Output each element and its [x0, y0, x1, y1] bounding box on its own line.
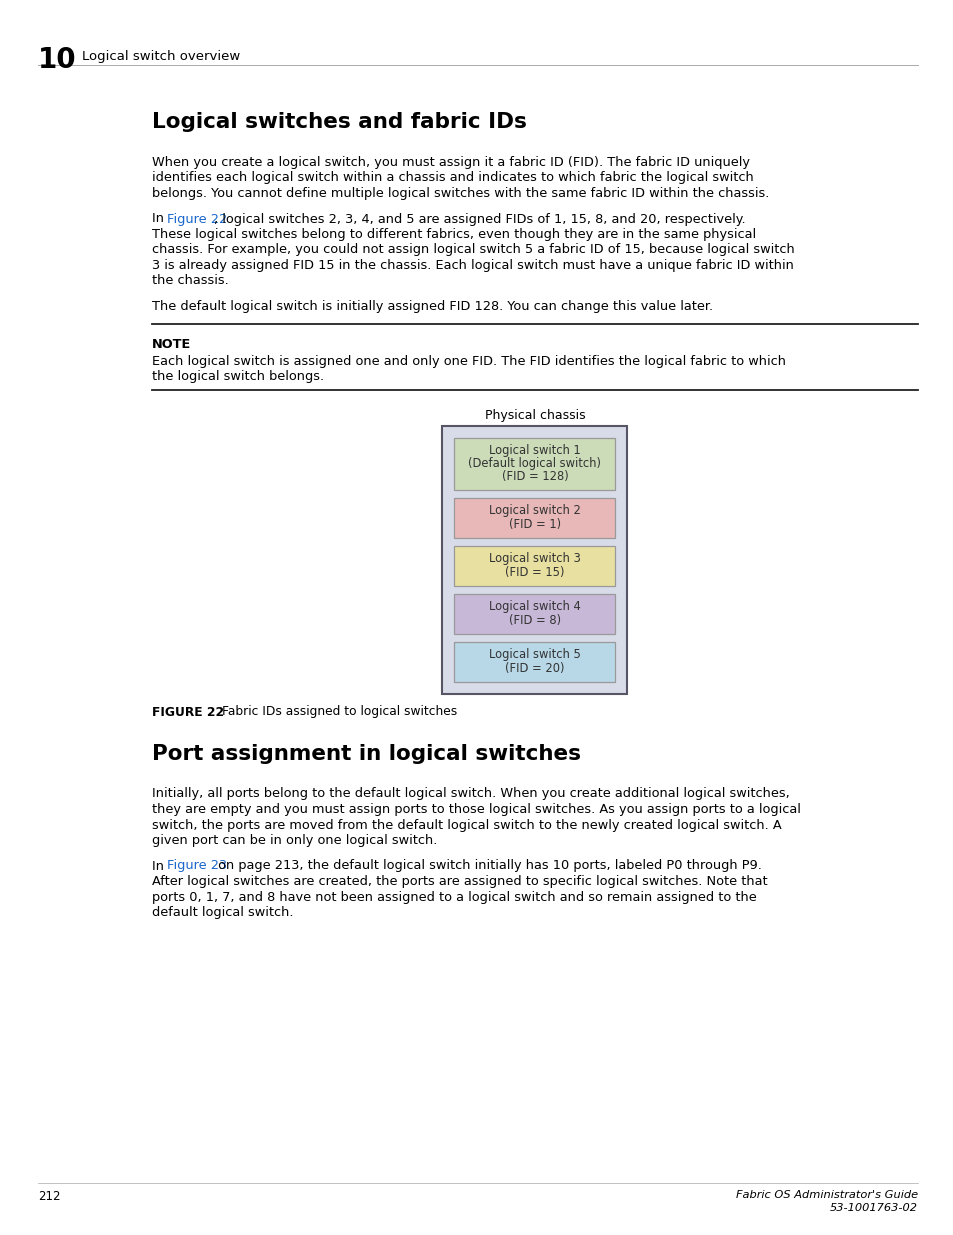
Text: they are empty and you must assign ports to those logical switches. As you assig: they are empty and you must assign ports…	[152, 803, 800, 816]
Text: (FID = 128): (FID = 128)	[501, 471, 568, 483]
Text: 10: 10	[38, 46, 76, 74]
Text: Physical chassis: Physical chassis	[484, 410, 585, 422]
Text: given port can be in only one logical switch.: given port can be in only one logical sw…	[152, 834, 436, 847]
Text: Logical switch overview: Logical switch overview	[82, 49, 240, 63]
Text: Figure 23: Figure 23	[168, 860, 228, 872]
Text: (FID = 1): (FID = 1)	[508, 517, 560, 531]
Bar	[454, 546, 615, 585]
Text: the logical switch belongs.: the logical switch belongs.	[152, 370, 324, 383]
Bar	[454, 594, 615, 634]
Text: Logical switch 3: Logical switch 3	[489, 552, 580, 564]
Text: NOTE: NOTE	[152, 338, 191, 351]
Text: In: In	[152, 212, 168, 226]
Text: identifies each logical switch within a chassis and indicates to which fabric th: identifies each logical switch within a …	[152, 172, 753, 184]
Text: (Default logical switch): (Default logical switch)	[468, 457, 601, 471]
Bar	[454, 498, 615, 537]
Bar	[442, 426, 627, 694]
Text: chassis. For example, you could not assign logical switch 5 a fabric ID of 15, b: chassis. For example, you could not assi…	[152, 243, 794, 257]
Text: Figure 22: Figure 22	[168, 212, 228, 226]
Text: Logical switch 5: Logical switch 5	[489, 648, 580, 661]
Text: In: In	[152, 860, 168, 872]
Text: (FID = 20): (FID = 20)	[505, 662, 564, 676]
Text: These logical switches belong to different fabrics, even though they are in the : These logical switches belong to differe…	[152, 228, 756, 241]
Text: After logical switches are created, the ports are assigned to specific logical s: After logical switches are created, the …	[152, 876, 767, 888]
Text: the chassis.: the chassis.	[152, 274, 229, 288]
Text: When you create a logical switch, you must assign it a fabric ID (FID). The fabr: When you create a logical switch, you mu…	[152, 156, 749, 169]
Bar	[454, 641, 615, 682]
Text: 53-1001763-02: 53-1001763-02	[829, 1203, 917, 1213]
Text: (FID = 15): (FID = 15)	[505, 566, 564, 579]
Text: The default logical switch is initially assigned FID 128. You can change this va: The default logical switch is initially …	[152, 300, 713, 312]
Text: Port assignment in logical switches: Port assignment in logical switches	[152, 743, 580, 763]
Text: Fabric IDs assigned to logical switches: Fabric IDs assigned to logical switches	[222, 705, 456, 719]
Bar	[454, 437, 615, 489]
Text: Fabric OS Administrator's Guide: Fabric OS Administrator's Guide	[735, 1191, 917, 1200]
Text: 212: 212	[38, 1191, 60, 1203]
Text: Logical switches and fabric IDs: Logical switches and fabric IDs	[152, 112, 526, 132]
Text: 3 is already assigned FID 15 in the chassis. Each logical switch must have a uni: 3 is already assigned FID 15 in the chas…	[152, 259, 793, 272]
Text: ports 0, 1, 7, and 8 have not been assigned to a logical switch and so remain as: ports 0, 1, 7, and 8 have not been assig…	[152, 890, 756, 904]
Text: FIGURE 22: FIGURE 22	[152, 705, 224, 719]
Text: Logical switch 1: Logical switch 1	[489, 445, 580, 457]
Text: Logical switch 2: Logical switch 2	[489, 504, 580, 517]
Text: default logical switch.: default logical switch.	[152, 906, 294, 919]
Text: switch, the ports are moved from the default logical switch to the newly created: switch, the ports are moved from the def…	[152, 819, 781, 831]
Text: (FID = 8): (FID = 8)	[508, 614, 560, 627]
Text: Logical switch 4: Logical switch 4	[489, 600, 580, 613]
Text: belongs. You cannot define multiple logical switches with the same fabric ID wit: belongs. You cannot define multiple logi…	[152, 186, 768, 200]
Text: , logical switches 2, 3, 4, and 5 are assigned FIDs of 1, 15, 8, and 20, respect: , logical switches 2, 3, 4, and 5 are as…	[213, 212, 744, 226]
Text: Initially, all ports belong to the default logical switch. When you create addit: Initially, all ports belong to the defau…	[152, 788, 789, 800]
Text: Each logical switch is assigned one and only one FID. The FID identifies the log: Each logical switch is assigned one and …	[152, 354, 785, 368]
Text: on page 213, the default logical switch initially has 10 ports, labeled P0 throu: on page 213, the default logical switch …	[213, 860, 760, 872]
